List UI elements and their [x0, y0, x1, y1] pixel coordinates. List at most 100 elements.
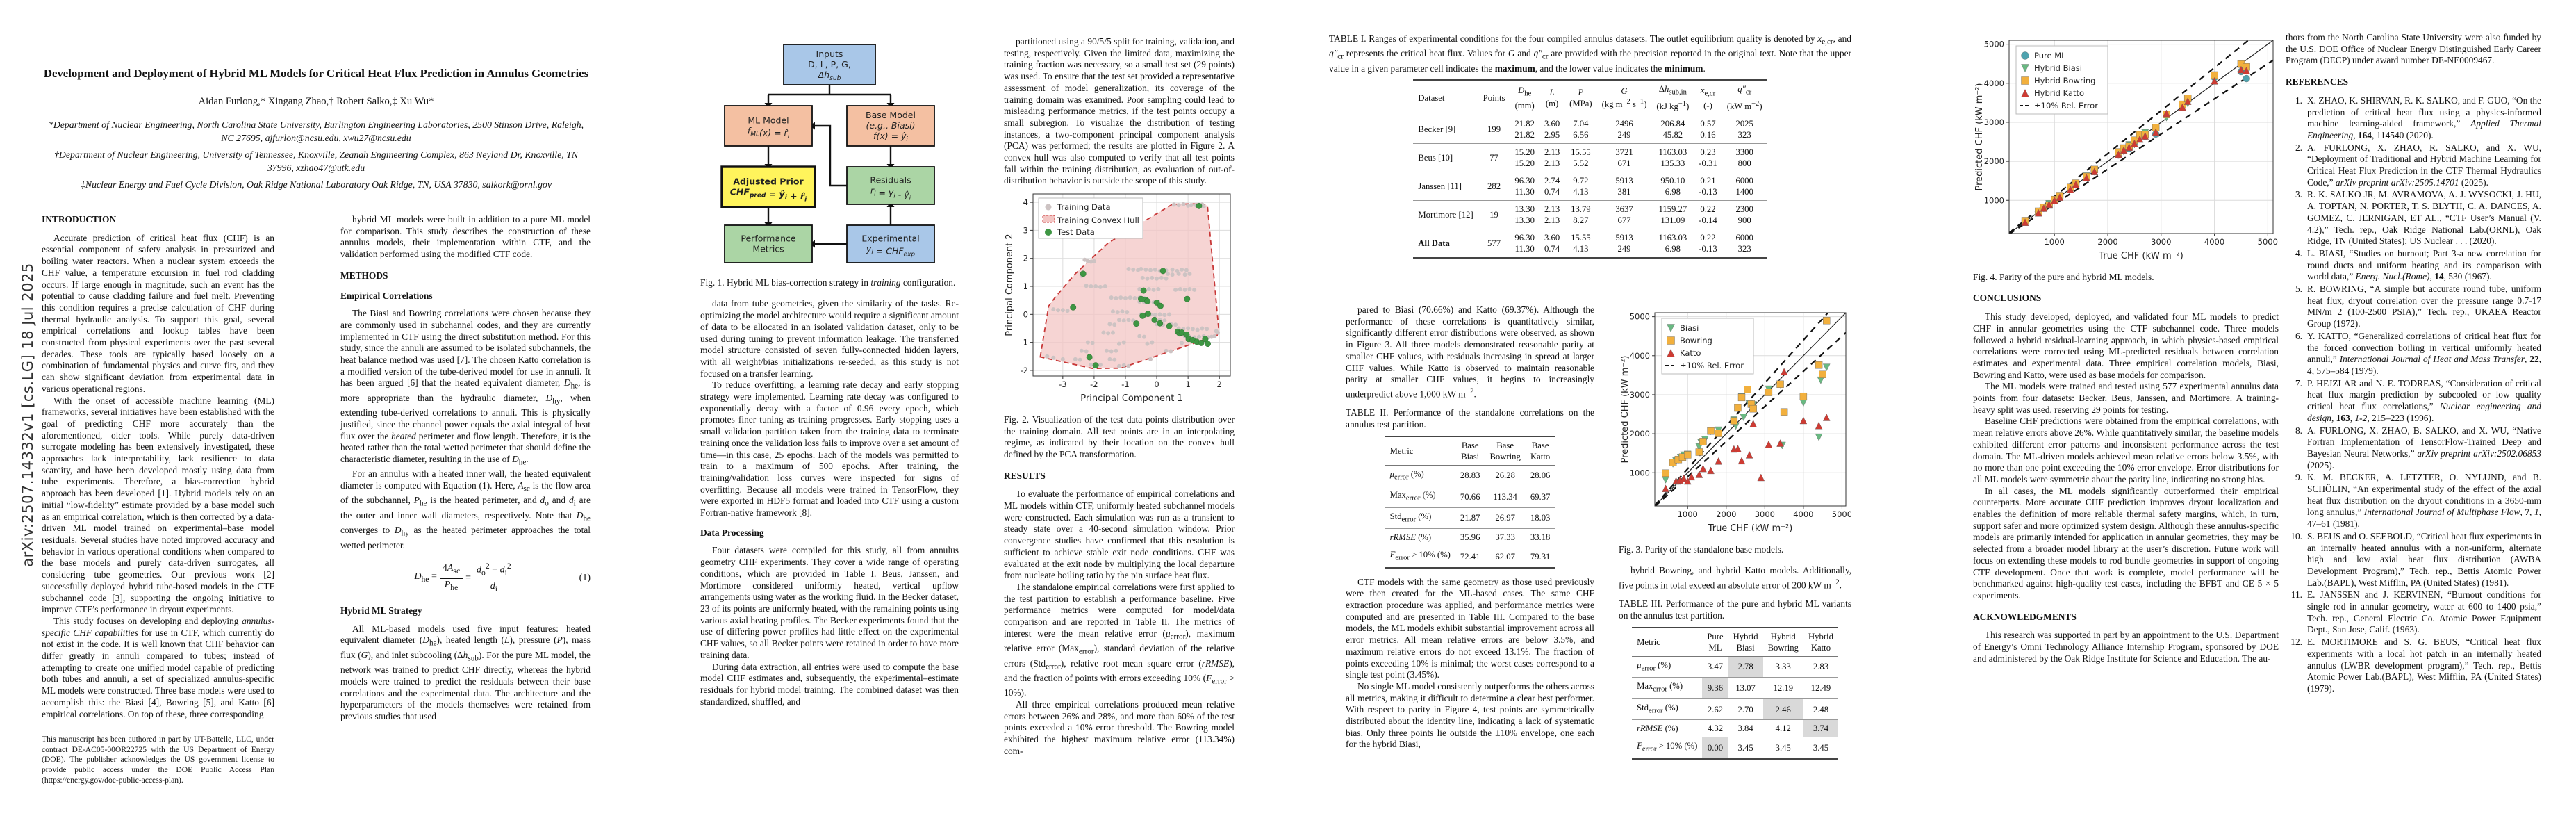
paragraph: To reduce overfitting, a learning rate d…	[700, 379, 959, 518]
equation-fraction-1: 4Asc Phe	[439, 563, 463, 594]
svg-text:True CHF (kW m⁻²): True CHF (kW m⁻²)	[1708, 523, 1793, 534]
reference-item: 10. S. BEUS and O. SEEBOLD, “Critical hea…	[2290, 530, 2541, 588]
svg-text:3000: 3000	[1984, 117, 2004, 127]
page4-column-left: 1000 1000 2000 2000 3000 3000 4000 4000 5000 5000…	[1973, 32, 2279, 665]
ml-models-parity-plot: 1000 1000 2000 2000 3000 3000 4000 4000 5000 5000…	[1974, 40, 2278, 261]
svg-text:Katto: Katto	[1680, 348, 1701, 358]
figure-1-caption: Fig. 1. Hybrid ML bias-correction strate…	[700, 277, 956, 288]
diagram-box-label: Inputs	[816, 49, 843, 59]
svg-text:±10% Rel. Error: ±10% Rel. Error	[1680, 361, 1744, 370]
ml-model-discussion: CTF models with the same geometry as tho…	[1346, 577, 1594, 751]
svg-text:5000: 5000	[2258, 237, 2278, 247]
svg-text:Pure ML: Pure ML	[2034, 51, 2066, 60]
data-table: Metric Pure ML Hybrid Biasi Hybrid Bowring Hybr…	[1632, 627, 1838, 760]
svg-text:Hybrid Katto: Hybrid Katto	[2034, 88, 2084, 98]
equation-number: (1)	[579, 572, 591, 583]
figure-3-caption: Fig. 3. Parity of the standalone base mo…	[1619, 543, 1784, 555]
page3-column-left: pared to Biasi (70.66%) and Katto (69.37…	[1346, 304, 1594, 751]
base-model-discussion: pared to Biasi (70.66%) and Katto (69.37…	[1346, 304, 1594, 400]
diagram-box-label: ri = yi - ŷi	[870, 186, 911, 202]
acknowledgments-paragraph: This research was supported in part by a…	[1973, 630, 2279, 664]
section-introduction: INTRODUCTION	[42, 214, 117, 224]
section-conclusions: CONCLUSIONS	[1973, 293, 2042, 304]
diagram-box-label: fML(x) = r̂i	[748, 126, 790, 140]
svg-text:2: 2	[1023, 254, 1028, 263]
svg-text:4: 4	[1023, 197, 1028, 207]
page2-column-right: partitioned using a 90/5/5 split for tra…	[1004, 36, 1235, 758]
diagram-box-label: f(x) = ŷi	[873, 131, 908, 143]
diagram-box-label: Residuals	[870, 175, 911, 186]
equation-lhs: Dhe =	[414, 571, 437, 584]
svg-text:3000: 3000	[1630, 390, 1650, 400]
page1-column-left: INTRODUCTION Accurate prediction of crit…	[42, 214, 274, 785]
paragraph: In all cases, the ML models significantl…	[1973, 485, 2279, 600]
diagram-box-label: ML Model	[748, 115, 789, 126]
equation-fraction-2: do2 − di2 di	[474, 561, 514, 596]
diagram-box-label: yi = CHFexp	[866, 244, 916, 259]
paragraph: partitioned using a 90/5/5 split for tra…	[1004, 36, 1235, 186]
svg-text:2: 2	[1217, 379, 1222, 389]
affiliation-3: ‡Nuclear Energy and Fuel Cycle Division,…	[81, 179, 552, 190]
diagram-box-label: Experimental	[861, 234, 919, 244]
subsection-hybrid-ml-strategy: Hybrid ML Strategy	[340, 605, 422, 616]
paragraph: To evaluate the performance of empirical…	[1004, 489, 1235, 581]
diagram-box-label: (e.g., Biasi)	[866, 120, 916, 131]
acknowledgments-continuation: thors from the North Carolina State Univ…	[2286, 32, 2541, 66]
equation-1: Dhe = 4Asc Phe = do2 − di2 di (1)	[340, 561, 591, 596]
reference-item: 11. E. JANSSEN and J. KERVINEN, “Burnout …	[2290, 589, 2541, 635]
paragraph: Four datasets were compiled for this stu…	[700, 545, 959, 660]
table-1: Dataset Points Dhe (mm) L (m) P (MPa) G (kg m−2 s…	[1329, 79, 1851, 259]
figure-1: Inputs D, L, P, G, Δhsub ML Model fML(x) = r…	[700, 39, 959, 273]
reference-item: 12. E. MORTIMORE and S. G. BEUS, “Critica…	[2290, 637, 2541, 694]
svg-text:±10% Rel. Error: ±10% Rel. Error	[2034, 101, 2098, 111]
data-table: Metric Base Biasi Base Bowring Base Katto μerro…	[1385, 436, 1555, 569]
svg-text:1: 1	[1023, 281, 1028, 291]
paragraph: For an annulus with a heated inner wall,…	[340, 468, 591, 550]
reference-item: 4. L. BIASI, “Studies on burnout; Part 3-…	[2295, 247, 2541, 282]
diagram-box-label: Δhsub	[818, 70, 841, 82]
paragraph: All ML-based models used five input feat…	[340, 623, 591, 721]
svg-text:4000: 4000	[1793, 509, 1813, 519]
svg-text:Principal Component 2: Principal Component 2	[1005, 234, 1015, 336]
svg-text:Test Data: Test Data	[1057, 227, 1095, 237]
paragraph: hybrid ML models were built in addition …	[340, 214, 591, 260]
page-1: Development and Deployment of Hybrid ML …	[42, 0, 591, 834]
svg-text:-3: -3	[1059, 379, 1066, 389]
table-1-caption: TABLE I. Ranges of experimental conditio…	[1329, 33, 1851, 74]
arxiv-stamp: arXiv:2507.14332v1 [cs.LG] 18 Jul 2025	[19, 263, 36, 567]
svg-text:0: 0	[1154, 379, 1159, 389]
paragraph: This study focuses on developing and dep…	[42, 615, 275, 719]
svg-text:1000: 1000	[1984, 195, 2004, 205]
table-2: Metric Base Biasi Base Bowring Base Katto μerro…	[1346, 436, 1594, 569]
reference-item: 6. Y. KATTO, “Generalized correlations of…	[2295, 330, 2542, 376]
page-3: TABLE I. Ranges of experimental conditio…	[1323, 0, 1862, 834]
figure-2: -3 -2 -1 0 1 2 -2 -1 0 1 2 3 4 Principal Component 1 P…	[1004, 190, 1235, 410]
section-acknowledgments: ACKNOWLEDGMENTS	[1973, 611, 2077, 622]
svg-text:Predicted CHF (kW m⁻²): Predicted CHF (kW m⁻²)	[1974, 83, 1985, 190]
paragraph: The ML models were trained and tested us…	[1973, 381, 2279, 415]
svg-text:Principal Component 1: Principal Component 1	[1080, 393, 1182, 404]
paragraph: The standalone empirical correlations we…	[1004, 581, 1235, 698]
training-strategy-paragraphs: data from tube geometries, given the sim…	[700, 298, 959, 518]
svg-text:2000: 2000	[2097, 237, 2117, 247]
paragraph: During data extraction, all entries were…	[700, 661, 959, 707]
page-4: 1000 1000 2000 2000 3000 3000 4000 4000 5000 5000…	[1945, 0, 2543, 834]
svg-text:5000: 5000	[1984, 40, 2004, 49]
svg-text:5000: 5000	[1832, 509, 1851, 519]
hybrid-strategy-paragraphs: All ML-based models used five input feat…	[340, 623, 591, 723]
svg-text:5000: 5000	[1630, 312, 1650, 322]
figure-2-caption: Fig. 2. Visualization of the test data p…	[1004, 414, 1235, 459]
paragraph: CTF models with the same geometry as tho…	[1346, 576, 1594, 680]
svg-text:Training Convex Hull: Training Convex Hull	[1057, 215, 1139, 225]
svg-text:-2: -2	[1021, 366, 1028, 375]
paper-authors: Aidan Furlong,* Xingang Zhao,† Robert Sa…	[198, 96, 434, 107]
svg-text:-1: -1	[1121, 379, 1129, 389]
table-1-block: TABLE I. Ranges of experimental conditio…	[1329, 33, 1851, 259]
partitioning-paragraph: partitioned using a 90/5/5 split for tra…	[1004, 36, 1235, 187]
page1-column-right: hybrid ML models were built in addition …	[340, 214, 591, 723]
paragraph: This study developed, deployed, and vali…	[1973, 311, 2279, 380]
svg-text:3000: 3000	[1755, 509, 1775, 519]
subsection-data-processing: Data Processing	[700, 527, 764, 538]
